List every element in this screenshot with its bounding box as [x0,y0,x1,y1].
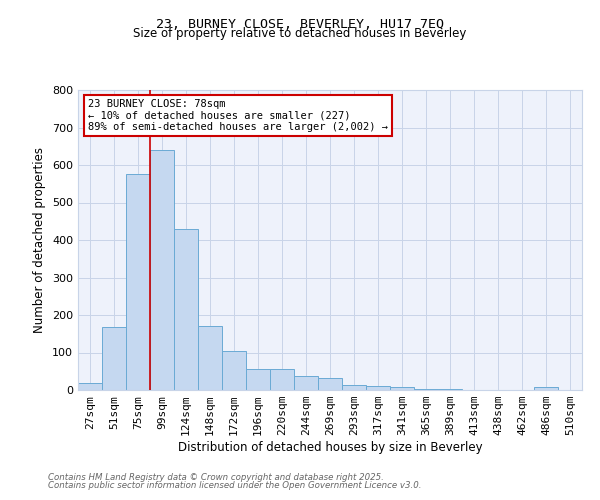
Bar [102,327,126,390]
Y-axis label: Number of detached properties: Number of detached properties [34,147,46,333]
Bar [438,389,462,390]
Text: 23 BURNEY CLOSE: 78sqm
← 10% of detached houses are smaller (227)
89% of semi-de: 23 BURNEY CLOSE: 78sqm ← 10% of detached… [88,99,388,132]
X-axis label: Distribution of detached houses by size in Beverley: Distribution of detached houses by size … [178,441,482,454]
Bar [198,326,222,390]
Bar [342,385,366,390]
Text: Contains HM Land Registry data © Crown copyright and database right 2025.: Contains HM Land Registry data © Crown c… [48,473,384,482]
Bar [414,388,438,390]
Bar [174,229,198,390]
Bar [126,174,150,390]
Bar [366,386,390,390]
Bar [294,376,318,390]
Bar [390,387,414,390]
Text: Size of property relative to detached houses in Beverley: Size of property relative to detached ho… [133,28,467,40]
Text: 23, BURNEY CLOSE, BEVERLEY, HU17 7EQ: 23, BURNEY CLOSE, BEVERLEY, HU17 7EQ [156,18,444,30]
Bar [222,350,246,390]
Bar [270,370,294,390]
Text: Contains public sector information licensed under the Open Government Licence v3: Contains public sector information licen… [48,480,421,490]
Bar [246,368,270,390]
Bar [150,150,174,390]
Bar [78,382,102,390]
Bar [318,378,342,390]
Bar [534,388,558,390]
